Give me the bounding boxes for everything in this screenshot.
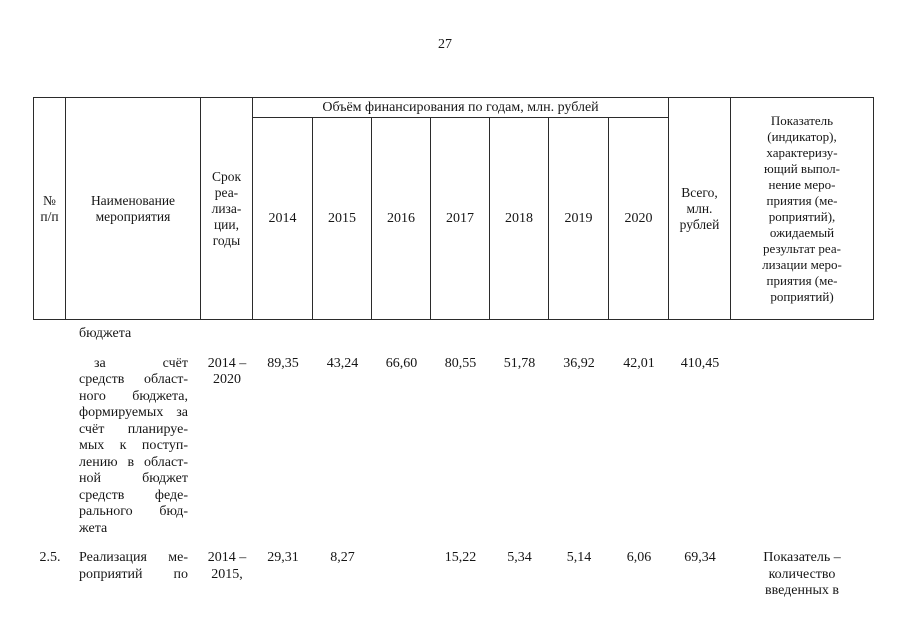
cell-total: 69,34: [684, 550, 716, 565]
page-number: 27: [438, 37, 452, 52]
cell-value-2015: 43,24: [326, 355, 359, 371]
cell-value-2014: 29,31: [267, 550, 299, 565]
cell-value-2019: 36,92: [563, 355, 595, 371]
table-row: 2.5. Реализация ме- роприятий по 2014 – …: [34, 550, 873, 600]
cell-value-2014: 89,35: [267, 355, 299, 371]
cell-value-2017: 80,55: [444, 355, 477, 371]
header-cell-indicator: Показатель (индикатор), характеризу- ющи…: [762, 112, 842, 304]
header-cell-row-number: № п/п: [34, 98, 66, 319]
header-cell-implementation-term: Срок реа- лиза- ции, годы: [201, 98, 253, 319]
cell-value-2020: 42,01: [623, 355, 655, 371]
cell-term: 2014 – 2015,: [207, 550, 247, 582]
table-row: за счёт средств област- ного бюджета, фо…: [34, 356, 873, 538]
cell-total: 410,45: [680, 355, 720, 371]
header-cell-year-2018: 2018: [490, 118, 549, 319]
table-header: № п/п Наименование мероприятия Срок реа-…: [33, 97, 874, 320]
cell-value-2019: 5,14: [566, 550, 592, 565]
cell-term: 2014 – 2020: [207, 355, 247, 388]
cell-value-2020: 6,06: [626, 550, 652, 565]
table-row: бюджета: [34, 326, 873, 343]
header-cell-year-2020: 2020: [609, 118, 669, 319]
header-cell-year-2016: 2016: [372, 118, 431, 319]
header-cell-financing-by-years: Объём финансирования по годам, млн. рубл…: [253, 98, 669, 118]
cell-indicator: Показатель – количество введенных в: [763, 550, 841, 598]
cell-value-2018: 51,78: [503, 355, 536, 371]
header-cell-year-2019: 2019: [549, 118, 609, 319]
cell-value-2018: 5,34: [507, 550, 532, 565]
cell-activity-name: бюджета: [79, 326, 132, 341]
cell-value-2015: 8,27: [330, 550, 355, 565]
cell-row-number: 2.5.: [39, 550, 61, 565]
header-cell-activity-name: Наименование мероприятия: [66, 98, 201, 319]
header-cell-year-2015: 2015: [313, 118, 372, 319]
header-cell-total: Всего, млн. рублей: [669, 98, 731, 319]
header-cell-year-2017: 2017: [431, 118, 490, 319]
cell-activity-name: Реализация ме- роприятий по: [79, 550, 188, 582]
table-body: бюджета за счёт средств област- ного бюд…: [34, 326, 874, 600]
cell-activity-name: за счёт средств област- ного бюджета, фо…: [79, 355, 188, 536]
cell-value-2017: 15,22: [444, 550, 477, 565]
header-cell-year-2014: 2014: [253, 118, 313, 319]
cell-value-2016: 66,60: [385, 355, 418, 371]
financing-table: № п/п Наименование мероприятия Срок реа-…: [33, 97, 874, 600]
